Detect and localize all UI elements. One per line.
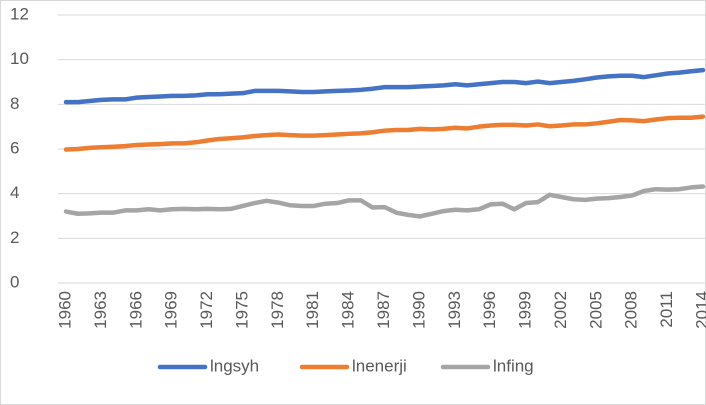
x-tick-label: 2011 — [657, 291, 676, 328]
x-tick-label: 1969 — [162, 291, 181, 329]
y-tick-label: 2 — [10, 228, 19, 247]
series-line — [63, 67, 706, 105]
y-tick-label: 4 — [10, 183, 19, 202]
x-tick-label: 1972 — [197, 291, 216, 329]
x-tick-label: 1978 — [268, 291, 287, 329]
y-tick-label: 12 — [10, 4, 29, 23]
y-tick-label: 0 — [10, 272, 19, 291]
x-tick-label: 2002 — [551, 291, 570, 329]
series-line — [63, 114, 706, 152]
x-tick-label: 1975 — [232, 291, 251, 329]
x-tick-label: 1987 — [374, 291, 393, 329]
series-line — [63, 184, 706, 219]
y-tick-label: 8 — [10, 94, 19, 113]
legend-label: lngsyh — [210, 356, 259, 375]
x-tick-label: 2005 — [586, 291, 605, 329]
x-tick-label: 1993 — [445, 291, 464, 329]
x-tick-label: 1963 — [91, 291, 110, 329]
x-tick-label: 2008 — [622, 291, 641, 329]
x-tick-label: 1981 — [303, 291, 322, 329]
y-tick-label: 10 — [10, 49, 29, 68]
legend-label: lnenerji — [352, 356, 407, 375]
x-tick-label: 2014 — [692, 291, 706, 329]
x-tick-label: 1960 — [55, 291, 74, 329]
x-tick-label: 1999 — [516, 291, 535, 329]
x-tick-label: 1996 — [480, 291, 499, 329]
legend-label: lnfing — [493, 356, 534, 375]
y-tick-label: 6 — [10, 138, 19, 157]
x-tick-label: 1990 — [409, 291, 428, 329]
x-tick-label: 1984 — [339, 291, 358, 329]
x-tick-label: 1966 — [126, 291, 145, 329]
